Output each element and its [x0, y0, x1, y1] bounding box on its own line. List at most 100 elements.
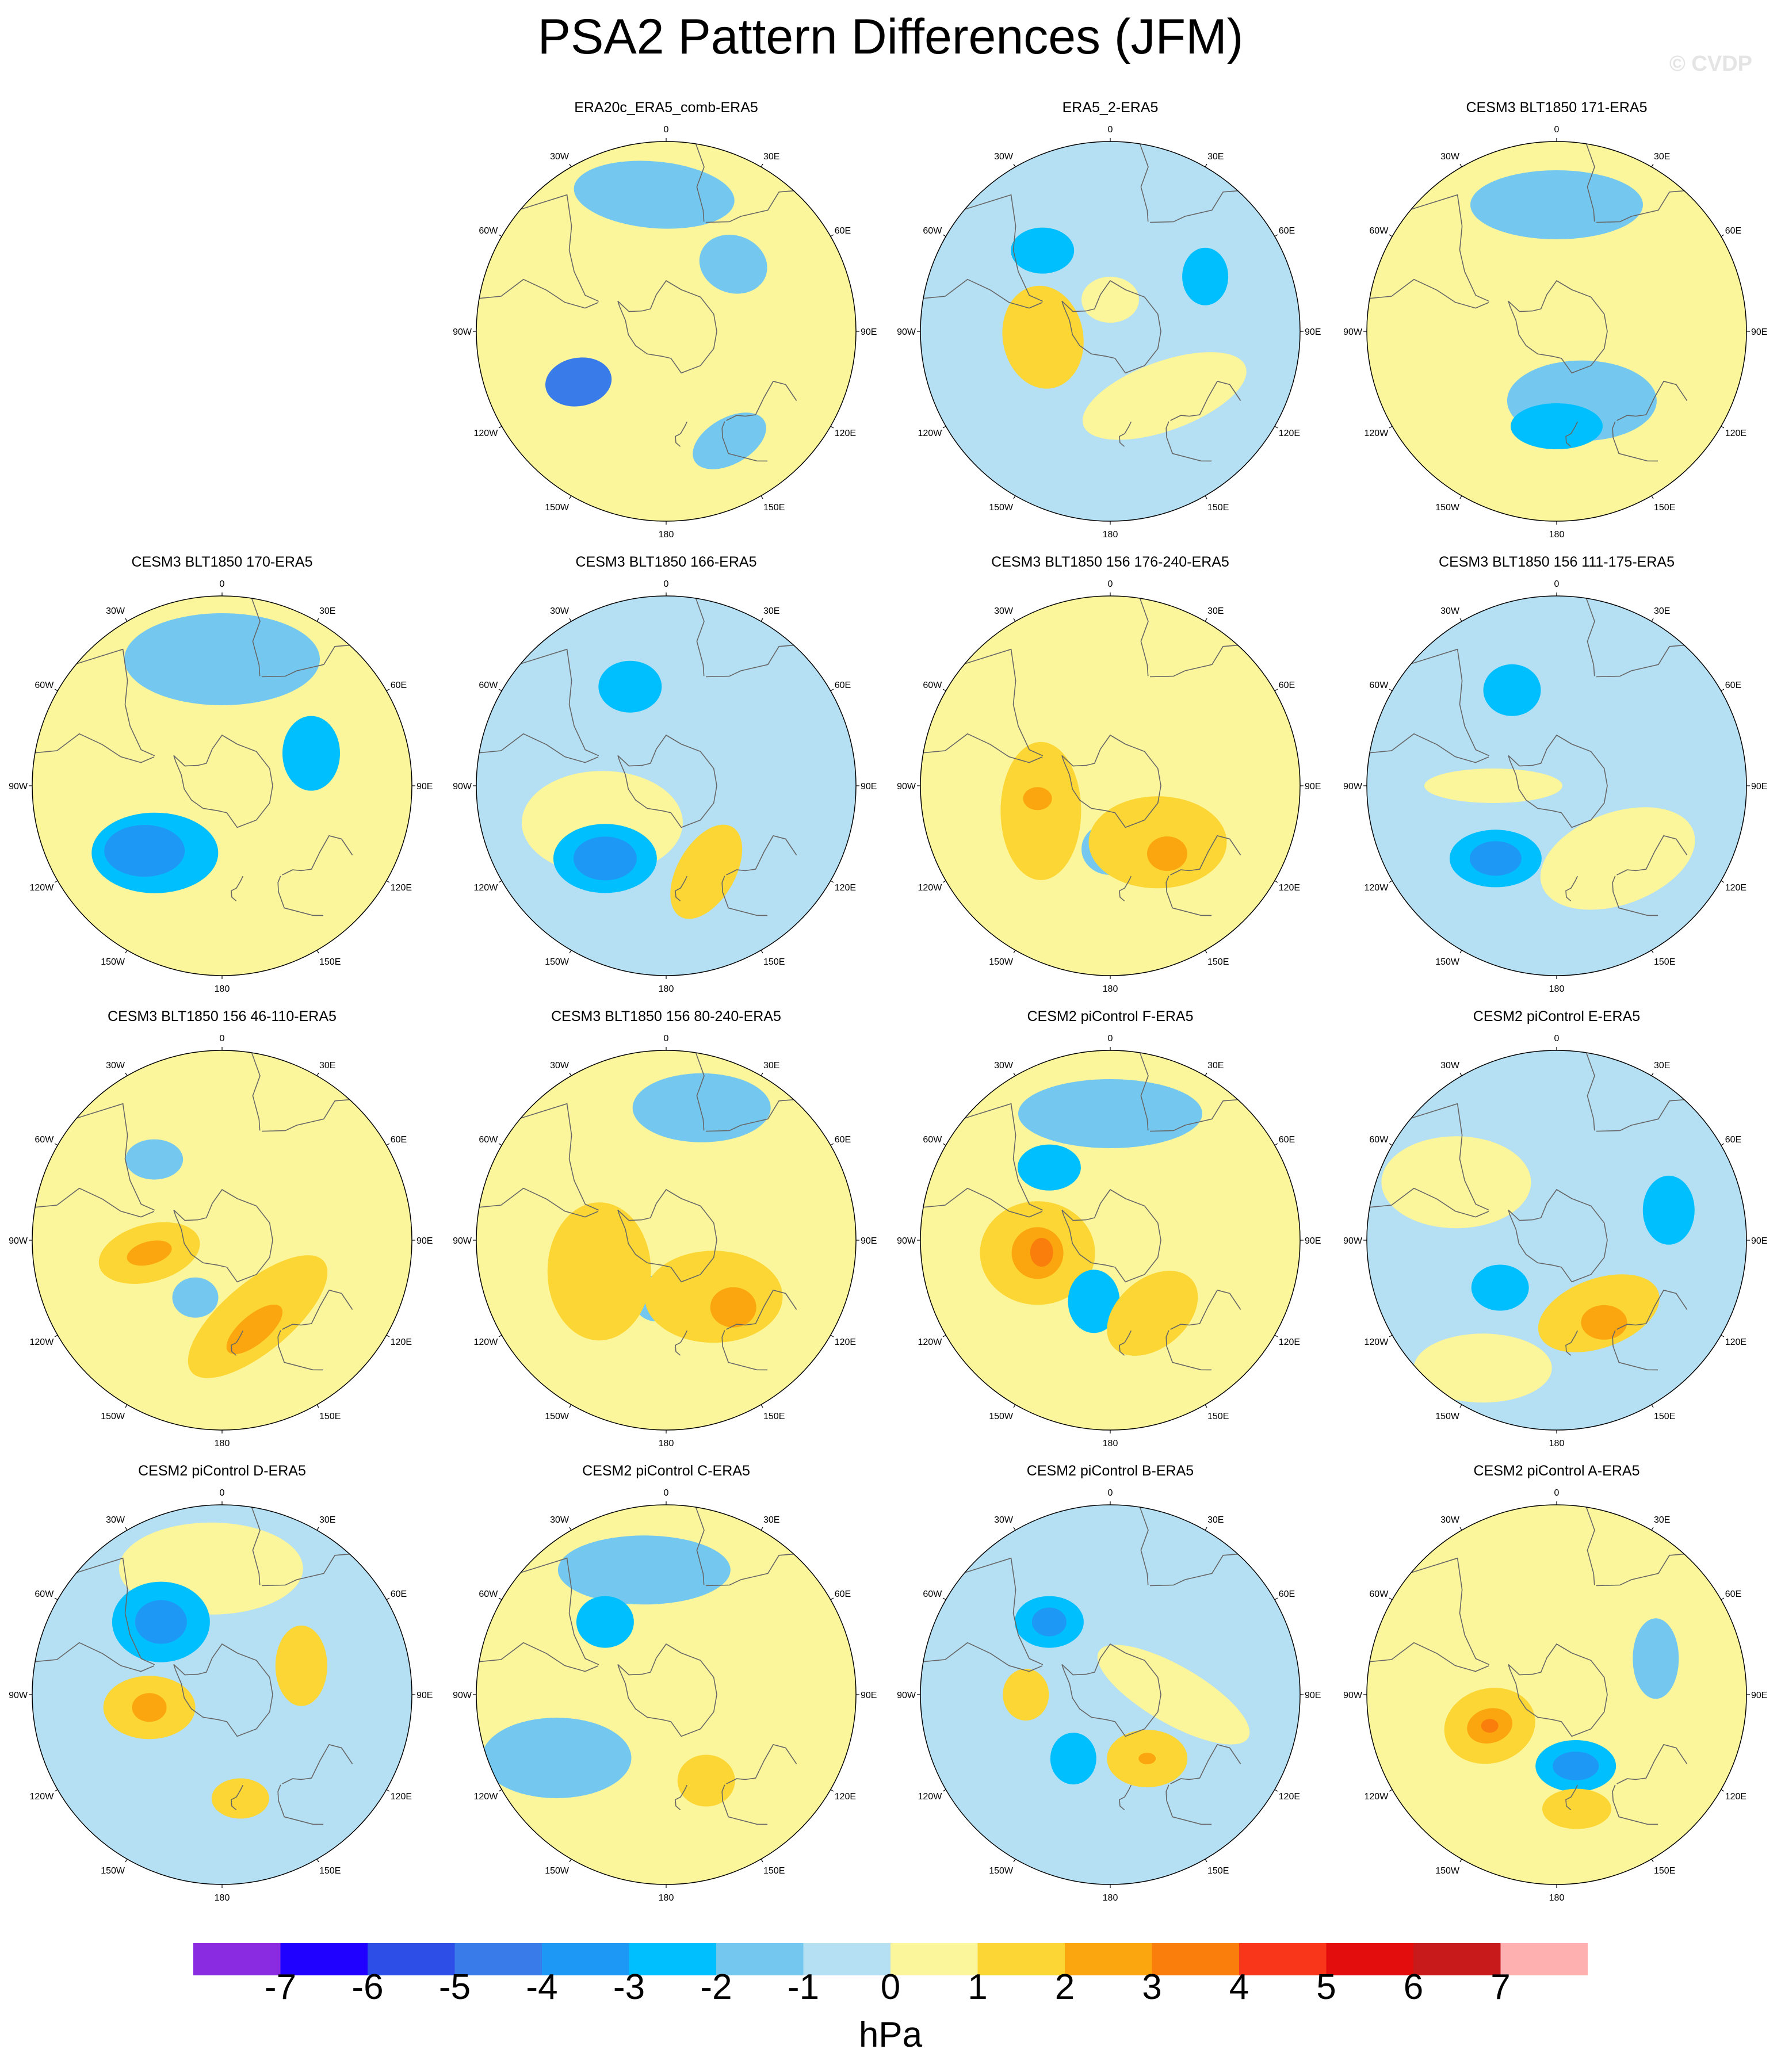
- longitude-tick: [1389, 1335, 1393, 1337]
- longitude-label: 0: [220, 1488, 225, 1498]
- longitude-label: 90E: [1305, 327, 1321, 337]
- longitude-label: 30W: [994, 1515, 1014, 1525]
- longitude-tick: [760, 1527, 763, 1531]
- colorbar-tick: 2: [1054, 1967, 1075, 2007]
- longitude-tick: [760, 1072, 763, 1076]
- map-panel: CESM3 BLT1850 156 176-240-ERA5 0 30E 60E 90E…: [888, 552, 1332, 1007]
- longitude-label: 180: [1549, 530, 1565, 540]
- longitude-tick: [760, 950, 763, 954]
- longitude-tick: [1274, 1143, 1278, 1146]
- longitude-tick: [1389, 689, 1393, 691]
- longitude-label: 120W: [1365, 1337, 1389, 1347]
- colorbar-tick: -6: [351, 1967, 384, 2007]
- longitude-label: 120W: [918, 429, 943, 438]
- longitude-tick: [316, 1404, 319, 1408]
- polar-map: 0 30E 60E 90E 120E 150E 180 150W 120W 90W 60W 30W: [453, 1034, 877, 1448]
- longitude-tick: [942, 234, 946, 237]
- longitude-label: 30W: [1440, 606, 1460, 616]
- longitude-tick: [1205, 495, 1207, 499]
- longitude-tick: [830, 1597, 834, 1600]
- longitude-label: 90E: [1305, 1691, 1321, 1700]
- longitude-tick: [1274, 1789, 1278, 1792]
- longitude-tick: [386, 689, 390, 691]
- longitude-tick: [1389, 880, 1393, 883]
- longitude-label: 120E: [391, 883, 412, 893]
- negative-anomaly-contour: [1011, 227, 1075, 274]
- coastline: [1585, 598, 1595, 676]
- longitude-tick: [942, 880, 946, 883]
- coastline: [726, 380, 797, 421]
- map-background-field: [920, 142, 1300, 521]
- longitude-label: 120E: [1279, 883, 1300, 893]
- longitude-label: 30E: [1654, 1515, 1670, 1525]
- longitude-tick: [1721, 1789, 1725, 1792]
- negative-anomaly-contour: [481, 1718, 632, 1798]
- longitude-label: 180: [1103, 1439, 1118, 1448]
- longitude-label: 120E: [835, 883, 856, 893]
- longitude-label: 30E: [1207, 606, 1224, 616]
- positive-anomaly-contour: [1581, 1305, 1627, 1340]
- longitude-label: 60E: [835, 1135, 851, 1145]
- longitude-label: 60W: [923, 226, 942, 236]
- longitude-label: 30W: [106, 606, 125, 616]
- coastline: [479, 1187, 599, 1218]
- longitude-label: 120E: [1725, 429, 1746, 438]
- longitude-label: 90E: [861, 782, 877, 792]
- longitude-label: 150W: [1435, 1412, 1460, 1421]
- negative-anomaly-contour: [545, 357, 612, 407]
- longitude-label: 180: [1549, 1893, 1565, 1903]
- coastline: [479, 733, 599, 763]
- longitude-label: 150W: [989, 1866, 1014, 1876]
- longitude-tick: [569, 1859, 572, 1863]
- coastline: [173, 1188, 273, 1283]
- longitude-label: 30E: [1207, 1515, 1224, 1525]
- colorbar-tick: 6: [1403, 1967, 1424, 2007]
- longitude-label: 60E: [1279, 681, 1295, 690]
- longitude-tick: [1205, 950, 1207, 954]
- coastline: [76, 1103, 155, 1211]
- coastline: [1565, 876, 1579, 901]
- longitude-tick: [1013, 1404, 1016, 1408]
- coastline: [964, 194, 1044, 302]
- positive-anomaly-contour: [644, 1251, 783, 1343]
- positive-anomaly-contour: [132, 1693, 167, 1722]
- longitude-tick: [1013, 1859, 1016, 1863]
- longitude-tick: [1459, 1072, 1462, 1076]
- map-panel: CESM2 piControl E-ERA5 0 30E 60E 90E 120E 150E…: [1335, 1007, 1779, 1461]
- coastline: [1170, 380, 1241, 421]
- longitude-tick: [125, 1527, 128, 1531]
- coastline: [231, 1784, 244, 1810]
- longitude-label: 120E: [1725, 1337, 1746, 1347]
- longitude-tick: [1274, 426, 1278, 429]
- panel-title: CESM3 BLT1850 156 80-240-ERA5: [551, 1008, 781, 1024]
- colorbar-tick: -7: [264, 1967, 297, 2007]
- positive-anomaly-contour: [1030, 1238, 1053, 1267]
- coastline: [1508, 1643, 1608, 1737]
- longitude-label: 180: [659, 530, 674, 540]
- longitude-label: 30W: [994, 152, 1014, 162]
- coastline: [1616, 1744, 1688, 1784]
- positive-anomaly-contour: [1138, 1753, 1156, 1765]
- longitude-label: 60E: [1725, 1135, 1741, 1145]
- coastline: [1369, 278, 1489, 309]
- longitude-label: 90W: [453, 782, 472, 792]
- longitude-label: 90W: [897, 782, 916, 792]
- longitude-tick: [1721, 426, 1725, 429]
- longitude-label: 150W: [1435, 503, 1460, 513]
- coastline: [1061, 1643, 1161, 1737]
- longitude-label: 120E: [391, 1337, 412, 1347]
- negative-anomaly-contour: [1018, 1079, 1202, 1148]
- longitude-label: 120E: [1279, 429, 1300, 438]
- coastline: [923, 1187, 1043, 1218]
- longitude-tick: [569, 618, 572, 622]
- longitude-tick: [1389, 1143, 1393, 1146]
- longitude-tick: [498, 1143, 502, 1146]
- coastline: [1119, 421, 1132, 447]
- panel-title: CESM2 piControl F-ERA5: [1027, 1008, 1194, 1024]
- colorbar-tick: 5: [1316, 1967, 1336, 2007]
- map-panel: ERA5_2-ERA5 0 30E 60E 90E 120E 150E 180 150W 120W…: [888, 98, 1332, 552]
- longitude-tick: [498, 1789, 502, 1792]
- coastline: [520, 1103, 599, 1211]
- coastline: [1508, 280, 1608, 374]
- longitude-tick: [54, 1789, 58, 1792]
